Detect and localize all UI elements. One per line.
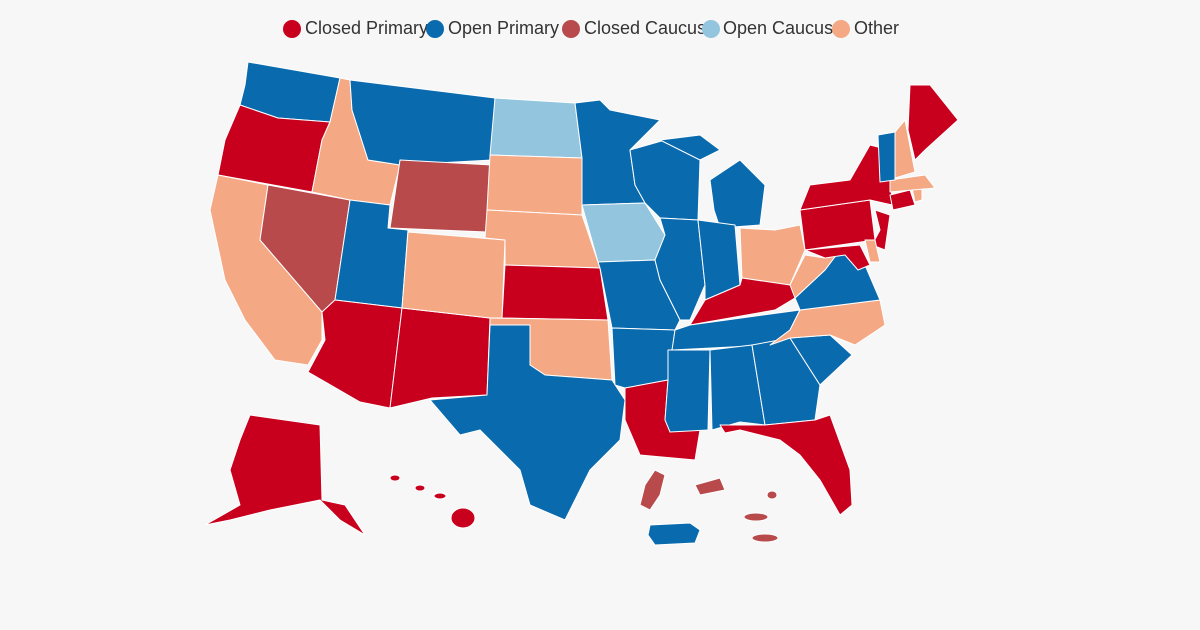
legend: Closed Primary Open Primary Closed Caucu… [283,18,899,38]
region [719,414,853,516]
region [414,484,426,492]
region [664,349,711,433]
region [864,239,881,263]
region [389,307,491,409]
legend-label: Open Caucus [723,18,833,38]
region [204,414,366,536]
region [486,154,583,216]
region [751,533,779,543]
region [489,97,583,159]
legend-dot [832,20,850,38]
legend-label: Closed Caucus [584,18,706,38]
region [611,327,676,389]
region [709,344,766,431]
legend-dot [426,20,444,38]
legend-dot [702,20,720,38]
region [766,490,778,500]
states [204,61,959,546]
region [709,159,766,229]
region [804,244,871,271]
region [389,159,493,233]
region [501,264,609,321]
region [433,492,447,500]
region [429,324,626,521]
legend-label: Open Primary [448,18,559,38]
region [894,119,916,179]
region [907,84,959,161]
region [743,512,769,522]
region [877,131,896,183]
region [889,174,936,193]
legend-label: Closed Primary [305,18,428,38]
legend-dot [283,20,301,38]
region [401,231,506,319]
region [694,477,726,496]
region [450,507,476,529]
legend-dot [562,20,580,38]
region [769,299,886,346]
region [871,209,891,251]
region [889,189,916,211]
region [647,522,701,546]
region [389,474,401,482]
legend-label: Other [854,18,899,38]
region [659,134,721,161]
region [639,469,666,511]
